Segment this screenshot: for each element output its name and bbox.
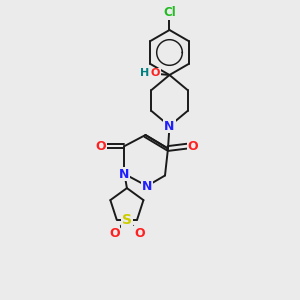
Text: S: S [122, 213, 132, 226]
Text: Cl: Cl [163, 6, 176, 19]
Text: N: N [142, 179, 152, 193]
Text: O: O [109, 226, 120, 240]
Text: O: O [96, 140, 106, 153]
Text: O: O [151, 68, 160, 79]
Text: H: H [140, 68, 149, 79]
Text: O: O [188, 140, 198, 153]
Text: O: O [134, 226, 145, 240]
Text: N: N [119, 167, 130, 181]
Text: N: N [164, 119, 175, 133]
